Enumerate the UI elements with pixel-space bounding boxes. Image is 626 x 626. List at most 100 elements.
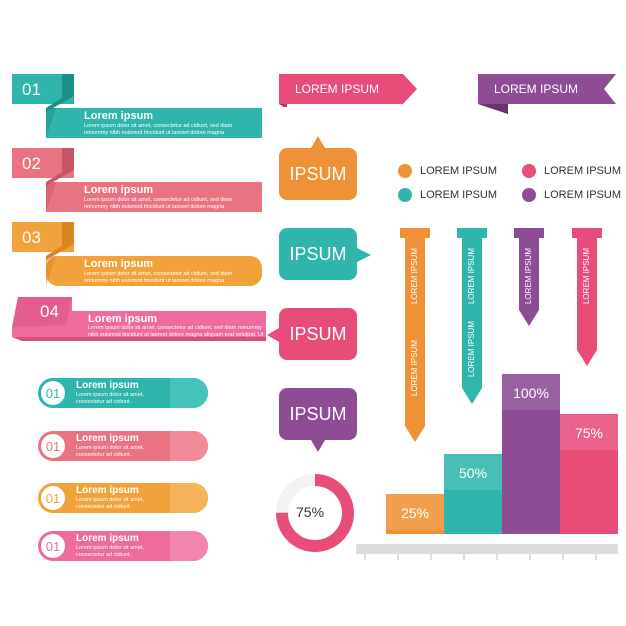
pill-body: Lorem ipsum dolor sit amet, consectetur … bbox=[76, 392, 144, 405]
pill-title: Lorem ipsum bbox=[76, 533, 139, 544]
arrow-label: LOREM IPSUM bbox=[582, 248, 591, 305]
bar-highlight bbox=[444, 454, 502, 490]
ribbon-number: 02 bbox=[22, 154, 41, 173]
pill-body: Lorem ipsum dolor sit amet, consectetur … bbox=[76, 545, 144, 558]
banner-pink: LOREM IPSUM bbox=[279, 74, 417, 107]
arrow-label: LOREM IPSUM bbox=[467, 248, 476, 305]
bar bbox=[560, 414, 618, 534]
banner-purple-label: LOREM IPSUM bbox=[494, 82, 579, 96]
axis-tick bbox=[430, 554, 432, 560]
ribbon-shape bbox=[12, 74, 262, 138]
arrow-label: LOREM IPSUM bbox=[524, 248, 533, 305]
legend-label: LOREM IPSUM bbox=[420, 189, 498, 201]
bar-chart: 25% 50% 100% 75% bbox=[356, 360, 618, 560]
bar-highlight bbox=[502, 374, 560, 410]
vertical-arrow: LOREM IPSUM LOREM IPSUM bbox=[400, 228, 430, 442]
speech-bubble: IPSUM bbox=[279, 136, 357, 200]
ribbon-title: Lorem ipsum bbox=[88, 313, 158, 325]
bar-data-label: 50% bbox=[459, 465, 487, 481]
ribbon-title: Lorem ipsum bbox=[84, 110, 154, 122]
legend-item: LOREM IPSUM bbox=[398, 188, 508, 204]
pill-body: Lorem ipsum dolor sit amet, consectetur … bbox=[76, 445, 144, 458]
bar-chart-svg: 25% 50% 100% 75% bbox=[356, 374, 618, 560]
pill-number: 01 bbox=[41, 534, 65, 558]
arrow-shape bbox=[457, 228, 487, 404]
legend-dot bbox=[522, 164, 536, 178]
donut-ring bbox=[276, 474, 354, 552]
vertical-arrow: LOREM IPSUM LOREM IPSUM bbox=[457, 228, 487, 404]
pill-title: Lorem ipsum bbox=[76, 433, 139, 444]
ribbon-item-04: 04 Lorem ipsum Lorem ipsum dolor sit amet,… bbox=[12, 297, 266, 363]
axis-tick bbox=[397, 554, 399, 560]
arrow-shape bbox=[572, 228, 602, 366]
legend-label: LOREM IPSUM bbox=[420, 165, 498, 177]
ribbon-body: Lorem ipsum dolor sit amet, consectetur … bbox=[84, 271, 233, 284]
arrow-label: LOREM IPSUM bbox=[410, 248, 419, 305]
pill-item: 01 Lorem ipsum Lorem ipsum dolor sit amet,… bbox=[38, 531, 208, 561]
ribbon-body: Lorem ipsum dolor sit amet, consectetur … bbox=[88, 325, 264, 338]
legend-item: LOREM IPSUM bbox=[398, 164, 508, 180]
bar bbox=[386, 494, 444, 534]
legend-item: LOREM IPSUM bbox=[522, 188, 626, 204]
speech-bubble: IPSUM bbox=[267, 308, 357, 360]
axis-tick bbox=[364, 554, 366, 560]
arrow-shape bbox=[400, 228, 430, 442]
ribbon-item-03: 03 Lorem ipsum Lorem ipsum dolor sit amet,… bbox=[12, 222, 266, 288]
bubble-label: IPSUM bbox=[289, 323, 347, 344]
speech-bubble: IPSUM bbox=[279, 228, 371, 280]
bar-highlight bbox=[560, 414, 618, 450]
pill-number: 01 bbox=[41, 486, 65, 510]
legend-item: LOREM IPSUM bbox=[522, 164, 626, 180]
chart-baseline bbox=[356, 544, 618, 554]
bubble-tail bbox=[357, 248, 371, 262]
bubble-tail bbox=[267, 328, 279, 342]
vertical-arrow: LOREM IPSUM bbox=[572, 228, 602, 366]
bar bbox=[502, 374, 560, 534]
axis-tick bbox=[562, 554, 564, 560]
legend-label: LOREM IPSUM bbox=[544, 189, 622, 201]
pill-tail bbox=[170, 378, 208, 408]
pill-tail bbox=[170, 531, 208, 561]
pill-tail bbox=[170, 431, 208, 461]
ribbon-number: 04 bbox=[40, 302, 59, 321]
bar-highlight bbox=[386, 494, 444, 530]
pill-item: 01 Lorem ipsum Lorem ipsum dolor sit amet,… bbox=[38, 431, 208, 461]
banner-purple-shape bbox=[478, 74, 616, 114]
bubble-label: IPSUM bbox=[289, 163, 347, 184]
bubble-label: IPSUM bbox=[289, 243, 347, 264]
ribbon-body: Lorem ipsum dolor sit amet, consectetur … bbox=[84, 197, 233, 210]
pill-number: 01 bbox=[41, 381, 65, 405]
banner-pink-label: LOREM IPSUM bbox=[295, 82, 380, 96]
banner-purple: LOREM IPSUM bbox=[478, 74, 616, 114]
ribbon-shape bbox=[12, 148, 262, 212]
pill-title: Lorem ipsum bbox=[76, 485, 139, 496]
pill-item: 01 Lorem ipsum Lorem ipsum dolor sit amet,… bbox=[38, 378, 208, 408]
donut-label: 75% bbox=[296, 504, 325, 520]
bubble-label: IPSUM bbox=[289, 403, 347, 424]
axis-tick bbox=[595, 554, 597, 560]
pill-number: 01 bbox=[41, 434, 65, 458]
legend-dot bbox=[398, 164, 412, 178]
axis-tick bbox=[529, 554, 531, 560]
pill-body: Lorem ipsum dolor sit amet, consectetur … bbox=[76, 497, 144, 510]
bar bbox=[444, 454, 502, 534]
ribbon-number: 03 bbox=[22, 228, 41, 247]
vertical-arrow: LOREM IPSUM bbox=[514, 228, 544, 326]
axis-tick bbox=[496, 554, 498, 560]
ribbon-number: 01 bbox=[22, 80, 41, 99]
ribbon-title: Lorem ipsum bbox=[84, 258, 154, 270]
pill-tail bbox=[170, 483, 208, 513]
legend-label: LOREM IPSUM bbox=[544, 165, 622, 177]
banner-pink-shape bbox=[279, 74, 417, 107]
pill-item: 01 Lorem ipsum Lorem ipsum dolor sit amet,… bbox=[38, 483, 208, 513]
donut-chart: 75% bbox=[274, 472, 356, 554]
legend-dot bbox=[398, 188, 412, 202]
arrow-shape bbox=[514, 228, 544, 326]
speech-bubble: IPSUM bbox=[279, 388, 357, 452]
pill-title: Lorem ipsum bbox=[76, 380, 139, 391]
ribbon-shape bbox=[12, 297, 266, 341]
bar-data-label: 75% bbox=[575, 425, 603, 441]
bar-data-label: 100% bbox=[513, 385, 549, 401]
ribbon-shape bbox=[12, 222, 262, 286]
ribbon-item-02: 02 Lorem ipsum Lorem ipsum dolor sit amet,… bbox=[12, 148, 266, 214]
